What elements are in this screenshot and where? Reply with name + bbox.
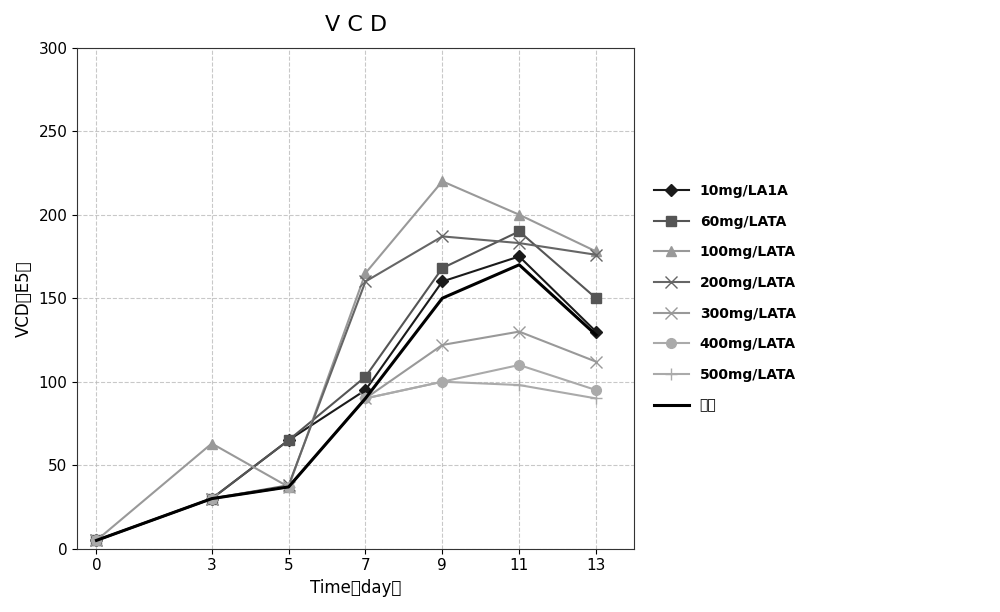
400mg/LATA <box>436 378 448 386</box>
100mg/LATA <box>206 440 218 447</box>
10mg/LA1A <box>90 537 102 544</box>
100mg/LATA <box>436 177 448 185</box>
300mg/LATA <box>513 328 525 335</box>
100mg/LATA <box>513 211 525 218</box>
200mg/LATA <box>590 251 602 258</box>
300mg/LATA <box>359 395 371 402</box>
对照 <box>283 483 295 491</box>
60mg/LATA <box>283 436 295 444</box>
200mg/LATA <box>359 278 371 285</box>
400mg/LATA <box>359 395 371 402</box>
60mg/LATA <box>590 294 602 302</box>
对照 <box>90 537 102 544</box>
200mg/LATA <box>90 537 102 544</box>
300mg/LATA <box>590 358 602 365</box>
Line: 400mg/LATA: 400mg/LATA <box>92 360 601 545</box>
Line: 200mg/LATA: 200mg/LATA <box>91 231 602 546</box>
60mg/LATA <box>513 228 525 235</box>
X-axis label: Time（day）: Time（day） <box>310 579 402 597</box>
Line: 60mg/LATA: 60mg/LATA <box>92 226 601 545</box>
300mg/LATA <box>206 495 218 502</box>
Line: 300mg/LATA: 300mg/LATA <box>91 326 602 546</box>
400mg/LATA <box>590 386 602 394</box>
500mg/LATA <box>90 537 102 544</box>
400mg/LATA <box>283 483 295 491</box>
200mg/LATA <box>513 239 525 247</box>
对照 <box>590 331 602 338</box>
10mg/LA1A <box>359 386 371 394</box>
10mg/LA1A <box>206 495 218 502</box>
Title: V C D: V C D <box>325 15 387 35</box>
对照 <box>513 261 525 269</box>
Y-axis label: VCD（E5）: VCD（E5） <box>15 260 33 337</box>
300mg/LATA <box>283 483 295 491</box>
60mg/LATA <box>436 264 448 272</box>
200mg/LATA <box>206 495 218 502</box>
200mg/LATA <box>283 482 295 489</box>
对照 <box>436 294 448 302</box>
Line: 对照: 对照 <box>96 265 596 540</box>
400mg/LATA <box>90 537 102 544</box>
500mg/LATA <box>590 395 602 402</box>
60mg/LATA <box>90 537 102 544</box>
500mg/LATA <box>359 395 371 402</box>
300mg/LATA <box>436 341 448 349</box>
200mg/LATA <box>436 233 448 240</box>
60mg/LATA <box>359 373 371 381</box>
60mg/LATA <box>206 495 218 502</box>
500mg/LATA <box>206 495 218 502</box>
对照 <box>206 495 218 502</box>
10mg/LA1A <box>436 278 448 285</box>
100mg/LATA <box>590 248 602 255</box>
400mg/LATA <box>206 495 218 502</box>
500mg/LATA <box>436 378 448 386</box>
500mg/LATA <box>283 483 295 491</box>
300mg/LATA <box>90 537 102 544</box>
Line: 10mg/LA1A: 10mg/LA1A <box>92 252 600 545</box>
100mg/LATA <box>90 537 102 544</box>
10mg/LA1A <box>513 253 525 260</box>
10mg/LA1A <box>283 436 295 444</box>
对照 <box>359 395 371 402</box>
100mg/LATA <box>283 483 295 491</box>
Legend: 10mg/LA1A, 60mg/LATA, 100mg/LATA, 200mg/LATA, 300mg/LATA, 400mg/LATA, 500mg/LATA: 10mg/LA1A, 60mg/LATA, 100mg/LATA, 200mg/… <box>647 177 803 419</box>
400mg/LATA <box>513 361 525 368</box>
100mg/LATA <box>359 269 371 277</box>
Line: 100mg/LATA: 100mg/LATA <box>92 176 601 545</box>
10mg/LA1A <box>590 328 602 335</box>
Line: 500mg/LATA: 500mg/LATA <box>90 375 602 547</box>
500mg/LATA <box>513 381 525 389</box>
